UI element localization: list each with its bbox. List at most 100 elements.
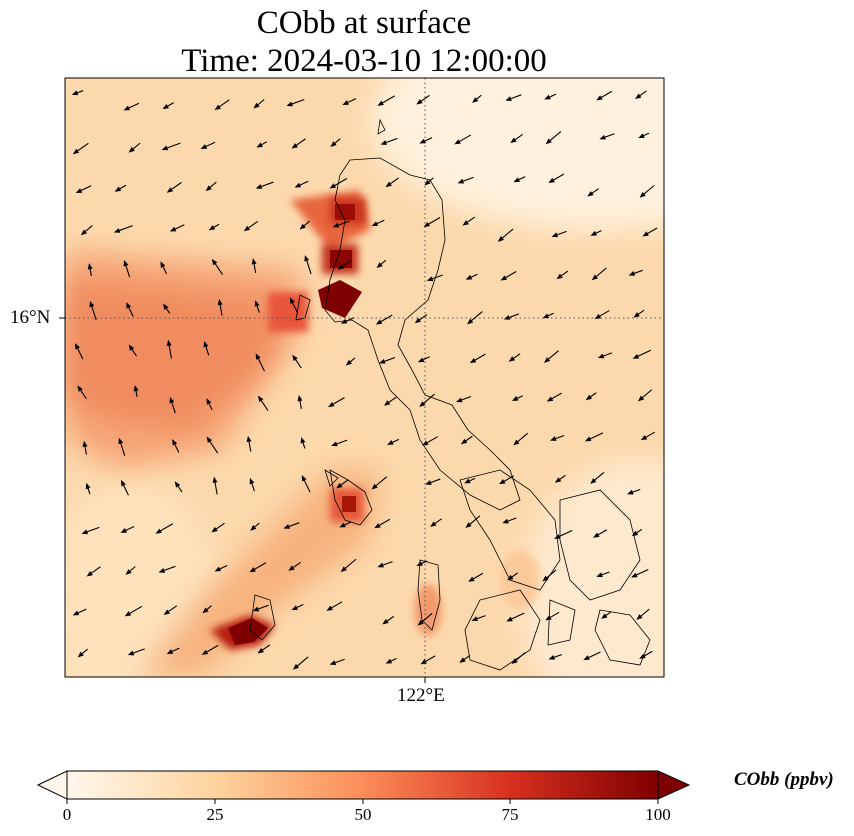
wind-arrowhead — [591, 274, 598, 281]
wind-arrowhead — [471, 616, 478, 622]
wind-vectors — [71, 90, 658, 670]
wind-arrowhead — [75, 343, 80, 350]
wind-arrowhead — [291, 143, 298, 149]
wind-arrowhead — [200, 144, 208, 149]
wind-arrowhead — [77, 385, 83, 392]
wind-arrowhead — [426, 276, 434, 282]
wind-arrowhead — [430, 521, 437, 527]
wind-arrowhead — [125, 569, 132, 575]
wind-arrowhead — [548, 177, 555, 183]
wind-arrowhead — [640, 435, 648, 441]
wind-arrowhead — [71, 90, 79, 96]
wind-arrowhead — [596, 95, 603, 101]
wind-arrowhead — [417, 357, 425, 363]
wind-arrowhead — [459, 657, 466, 663]
wind-arrowhead — [243, 225, 251, 232]
wind-arrowhead — [166, 339, 172, 347]
wind-arrowhead — [454, 139, 461, 145]
wind-arrowhead — [120, 528, 127, 533]
wind-arrowhead — [166, 187, 174, 193]
wind-arrowhead — [128, 344, 135, 351]
wind-arrowhead — [214, 104, 221, 111]
wind-arrowhead — [416, 99, 423, 105]
wind-arrowhead — [414, 317, 422, 324]
wind-arrowhead — [511, 658, 518, 665]
wind-arrowhead — [387, 440, 394, 445]
wind-arrowhead — [423, 221, 431, 227]
wind-arrowhead — [554, 534, 561, 539]
wind-arrowhead — [548, 654, 556, 660]
wind-arrowhead — [639, 653, 646, 659]
colorbar-tick-label: 75 — [501, 805, 519, 824]
lon-tick-label: 122°E — [397, 685, 445, 706]
wind-arrowhead — [590, 478, 597, 484]
wind-arrowhead — [118, 437, 124, 445]
wind-arrowhead — [497, 236, 505, 242]
wind-arrowhead — [377, 562, 384, 568]
wind-arrowhead — [462, 220, 469, 226]
wind-arrowhead — [465, 274, 473, 280]
colorbar-tick-label: 50 — [354, 805, 372, 824]
wind-arrowhead — [636, 614, 643, 620]
wind-arrowhead — [252, 606, 260, 612]
wind-arrowhead — [214, 566, 221, 572]
wind-arrowhead — [542, 313, 550, 319]
wind-arrowhead — [123, 105, 131, 111]
wind-arrowhead — [212, 476, 218, 483]
wind-arrowhead — [166, 649, 174, 654]
wind-arrowhead — [158, 568, 166, 573]
wind-arrowhead — [380, 140, 387, 145]
wind-arrowhead — [128, 146, 135, 153]
colorbar-tick-label: 100 — [645, 805, 671, 824]
wind-arrowhead — [422, 440, 429, 446]
wind-arrowhead — [123, 260, 129, 267]
colorbar-min-extend — [36, 770, 68, 800]
colorbar-tick-label: 25 — [206, 805, 224, 824]
wind-arrowhead — [371, 221, 379, 227]
wind-arrowhead — [503, 314, 511, 320]
wind-arrowhead — [420, 659, 427, 665]
wind-arrowhead — [472, 97, 479, 103]
wind-arrowhead — [601, 613, 608, 619]
wind-arrowhead — [81, 529, 89, 535]
wind-arrowhead — [469, 357, 477, 364]
wind-arrowhead — [550, 436, 557, 441]
wind-arrowhead — [82, 440, 88, 448]
wind-arrowhead — [283, 524, 290, 529]
wind-arrowhead — [596, 572, 603, 578]
wind-arrowhead — [505, 96, 512, 101]
wind-arrowhead — [627, 489, 634, 495]
colorbar-gradient — [67, 771, 658, 799]
wind-arrowhead — [383, 400, 391, 406]
wind-arrowhead — [330, 141, 337, 147]
wind-arrowhead — [201, 649, 209, 655]
wind-arrowhead — [546, 396, 554, 402]
wind-arrowhead — [464, 478, 471, 484]
wind-arrowhead — [385, 181, 392, 188]
wind-arrowhead — [251, 258, 257, 265]
wind-arrowhead — [114, 186, 122, 192]
wind-arrowhead — [340, 566, 347, 573]
wind-arrowhead — [160, 261, 166, 268]
wind-arrowhead — [584, 436, 592, 442]
wind-arrowhead — [211, 258, 218, 266]
wind-arrowhead — [161, 145, 169, 151]
wind-arrowhead — [169, 396, 175, 404]
wind-arrowhead — [513, 439, 520, 446]
wind-arrowhead — [75, 188, 83, 193]
wind-arrowhead — [633, 312, 640, 318]
wind-arrowhead — [500, 275, 508, 281]
wind-arrowhead — [326, 605, 333, 611]
wind-arrowhead — [597, 353, 605, 359]
wind-arrowhead — [255, 184, 263, 189]
wind-arrowhead — [635, 93, 642, 99]
wind-arrowhead — [593, 532, 600, 538]
wind-arrowhead — [385, 658, 393, 664]
wind-arrowhead — [639, 191, 646, 198]
wind-arrowhead — [457, 178, 465, 184]
wind-arrowhead — [206, 398, 212, 405]
wind-arrowhead — [169, 226, 177, 232]
wind-arrowhead — [585, 394, 593, 401]
wind-arrowhead — [85, 482, 91, 490]
wind-arrowhead — [77, 651, 84, 658]
